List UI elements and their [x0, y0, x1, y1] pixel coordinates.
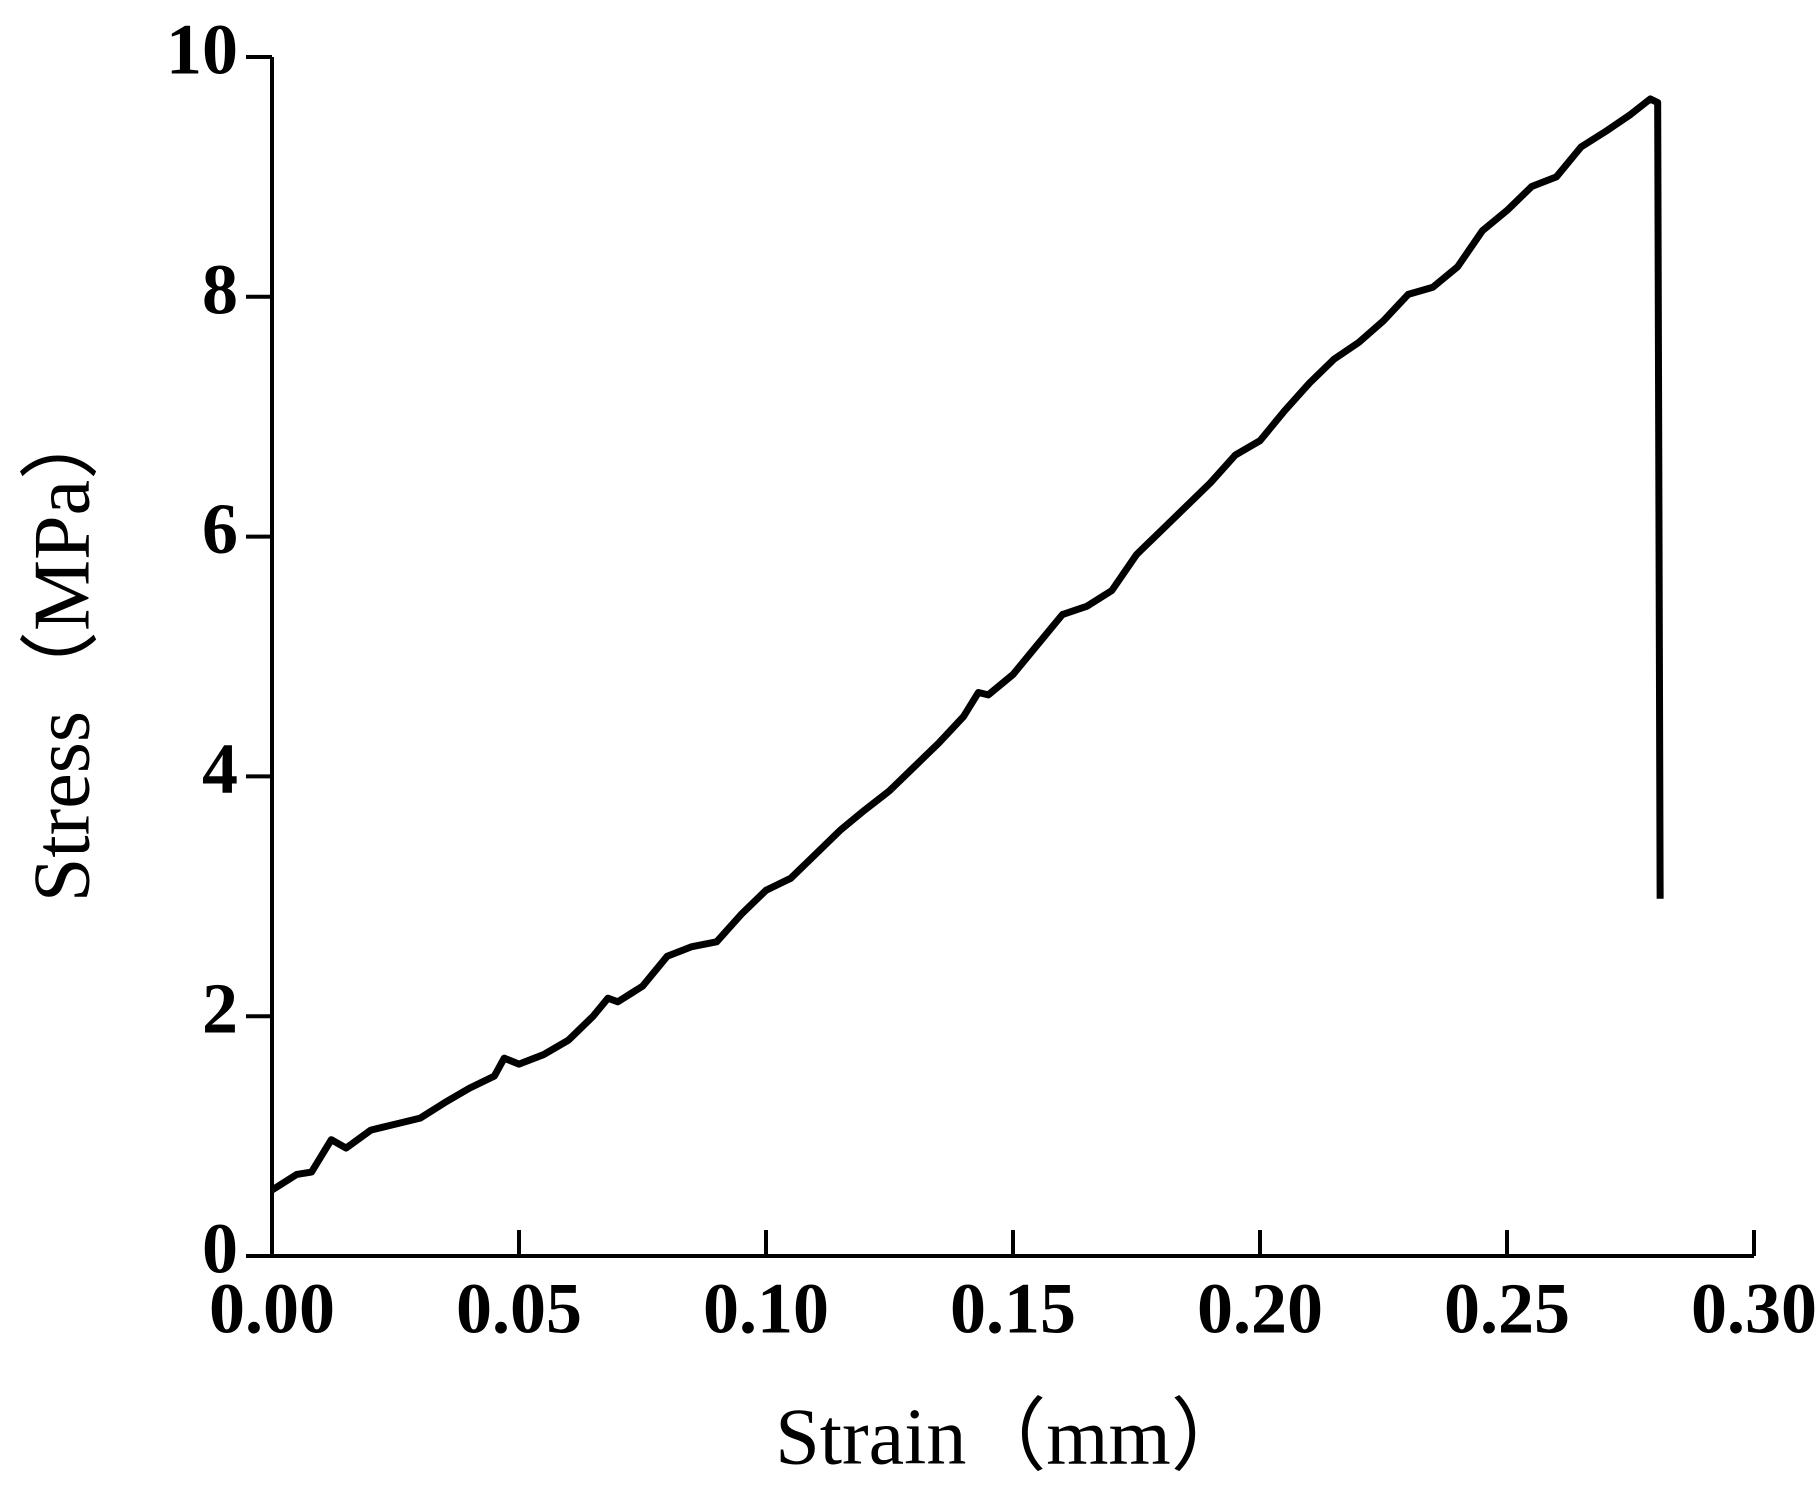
x-tick-label: 0.15 — [950, 1269, 1076, 1349]
y-tick-label: 0 — [202, 1209, 238, 1289]
y-tick-label: 6 — [202, 489, 238, 569]
data-line — [270, 95, 1664, 1194]
x-tick-label: 0.25 — [1444, 1269, 1570, 1349]
y-tick-label: 2 — [202, 969, 238, 1049]
y-axis-title: Stress（MPa） — [18, 400, 106, 902]
x-axis-title: Strain（mm） — [775, 1393, 1251, 1481]
y-tick-label: 10 — [166, 10, 238, 90]
x-tick-label: 0.05 — [456, 1269, 582, 1349]
x-tick-label: 0.20 — [1197, 1269, 1323, 1349]
x-tick-label: 0.10 — [703, 1269, 829, 1349]
x-tick-label: 0.30 — [1691, 1269, 1816, 1349]
y-tick-label: 8 — [202, 249, 238, 329]
y-tick-label: 4 — [202, 729, 238, 809]
x-tick-label: 0.00 — [209, 1269, 335, 1349]
